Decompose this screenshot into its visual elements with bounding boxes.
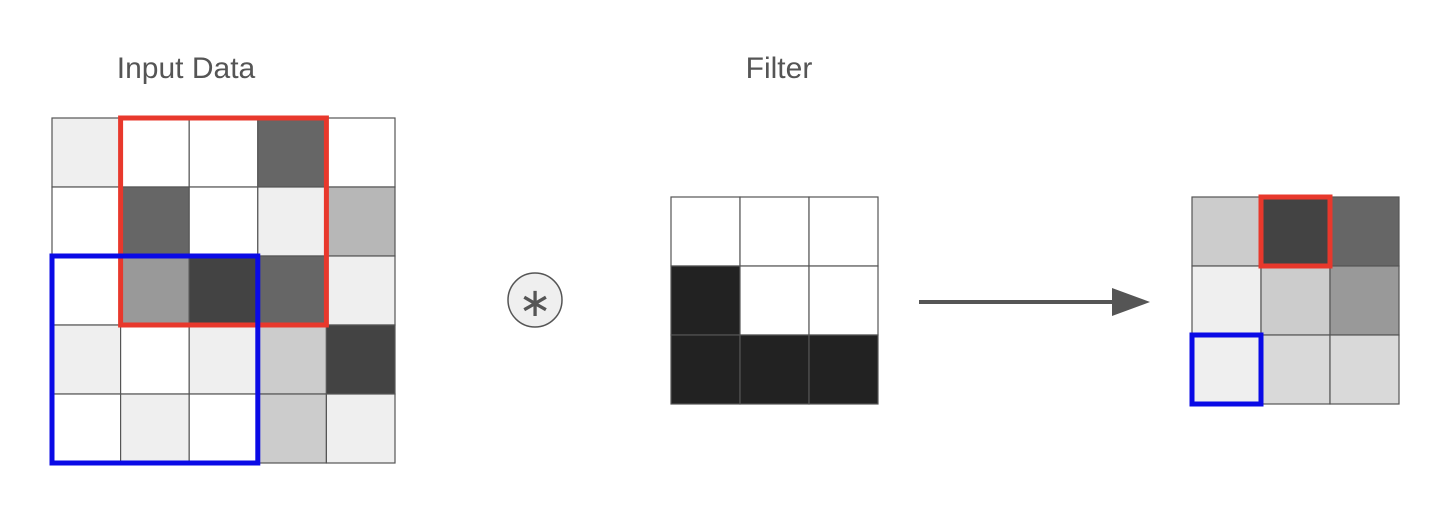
convolution-operator-symbol: ∗ — [518, 280, 552, 326]
input-cell-1-0 — [51, 186, 122, 257]
filter-grid — [670, 196, 879, 405]
input-cell-2-4 — [325, 255, 396, 326]
input-cell-3-3 — [257, 324, 327, 395]
output-cell-2-2 — [1329, 334, 1400, 405]
filter-title: Filter — [746, 52, 813, 85]
input-cell-4-0 — [51, 393, 122, 464]
input-cell-0-4 — [325, 117, 396, 188]
output-cell-1-0 — [1191, 265, 1262, 336]
output-cell-0-2 — [1329, 196, 1400, 267]
filter-cell-1-1 — [739, 265, 810, 336]
output-cell-2-1 — [1260, 334, 1331, 405]
input-cell-2-1 — [119, 255, 190, 326]
red-input-window — [118, 115, 329, 328]
input-cell-3-0 — [51, 324, 122, 395]
arrow-head — [1112, 288, 1150, 316]
input-cell-1-2 — [188, 186, 259, 257]
input-cell-0-2 — [188, 117, 259, 188]
input-cell-0-1 — [119, 117, 190, 188]
output-cell-1-2 — [1329, 265, 1400, 336]
blue-input-window — [49, 253, 261, 466]
filter-cell-0-2 — [808, 196, 879, 267]
filter-cell-2-0 — [670, 334, 741, 405]
convolution-operator: ∗ — [507, 272, 563, 328]
filter-cell-1-2 — [808, 265, 879, 336]
input-cell-1-1 — [119, 186, 190, 257]
output-cell-0-0 — [1191, 196, 1262, 267]
input-cell-3-2 — [188, 324, 259, 395]
output-cell-0-1 — [1260, 196, 1331, 267]
result-arrow — [919, 288, 1150, 316]
input-cell-3-4 — [325, 324, 396, 395]
filter-cell-2-1 — [739, 334, 810, 405]
input-data-grid — [51, 117, 396, 464]
input-cell-2-2 — [188, 255, 259, 326]
input-cell-4-3 — [257, 393, 327, 464]
output-cell-1-1 — [1260, 265, 1331, 336]
filter-cell-2-2 — [808, 334, 879, 405]
input-cell-4-2 — [188, 393, 259, 464]
input-cell-4-4 — [325, 393, 396, 464]
convolution-operator-circle — [507, 272, 563, 328]
input-cell-4-1 — [119, 393, 190, 464]
filter-cell-1-0 — [670, 265, 741, 336]
output-cell-2-0 — [1191, 334, 1262, 405]
filter-cell-0-1 — [739, 196, 810, 267]
input-cell-0-3 — [257, 117, 327, 188]
blue-output-window — [1189, 332, 1264, 407]
output-grid — [1191, 196, 1400, 405]
input-cell-2-3 — [257, 255, 327, 326]
input-cell-1-3 — [257, 186, 327, 257]
highlight-windows — [49, 115, 1333, 466]
input-cell-3-1 — [119, 324, 190, 395]
red-output-window — [1258, 194, 1333, 269]
input-cell-2-0 — [51, 255, 122, 326]
input-cell-1-4 — [325, 186, 396, 257]
input-cell-0-0 — [51, 117, 122, 188]
input-data-title: Input Data — [117, 52, 256, 85]
filter-cell-0-0 — [670, 196, 741, 267]
